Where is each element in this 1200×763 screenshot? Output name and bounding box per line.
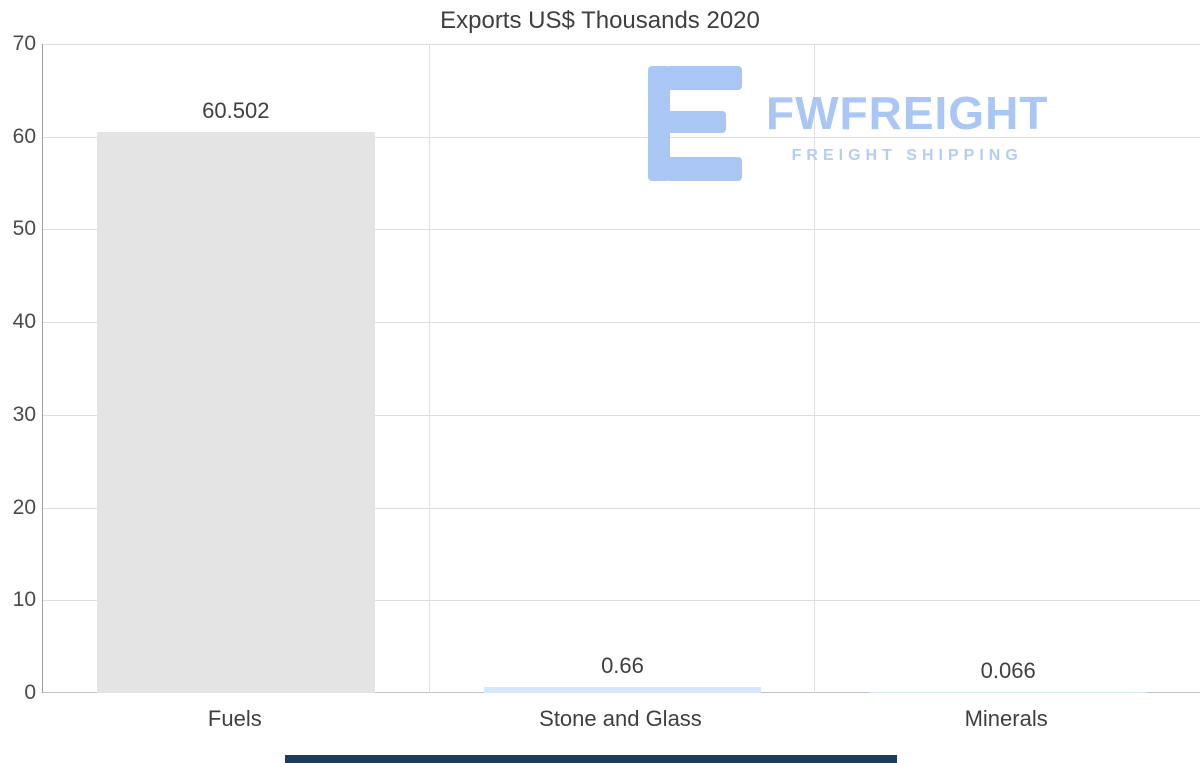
bar-value-label: 60.502: [202, 98, 270, 124]
fwfreight-watermark: FWFREIGHT FREIGHT SHIPPING: [648, 66, 1048, 186]
category-label: Stone and Glass: [539, 706, 702, 731]
brand-block: FWFREIGHT FREIGHT SHIPPING: [766, 87, 1048, 165]
gridline: [43, 414, 1200, 416]
chart-title: Exports US$ Thousands 2020: [440, 7, 760, 34]
category-label: Fuels: [207, 706, 262, 731]
gridline: [43, 322, 1200, 324]
gridline: [43, 229, 1200, 231]
category-column: 0.066: [814, 44, 1200, 693]
bar-value-label: 0.066: [980, 658, 1036, 684]
bar: [96, 132, 375, 693]
fwfreight-logo-icon: [648, 66, 748, 186]
gridline: [43, 136, 1200, 138]
logo-glyph: [648, 66, 742, 181]
brand-tagline: FREIGHT SHIPPING: [791, 147, 1023, 164]
plot-area: 60.502 0.66 0.066: [42, 44, 1200, 693]
category-column: 0.66: [428, 44, 816, 693]
gridline: [43, 44, 1200, 45]
brand-name: FWFREIGHT: [766, 87, 1049, 139]
gridline: [43, 600, 1200, 602]
y-tick-label: 50: [12, 217, 36, 241]
footer-strip: [285, 755, 897, 763]
category-label: Minerals: [964, 706, 1048, 731]
y-tick-label: 70: [12, 32, 36, 55]
bar: [869, 692, 1147, 693]
y-tick-label: 0: [24, 681, 36, 704]
y-tick-label: 10: [12, 588, 36, 612]
bar-value-label: 0.66: [601, 652, 644, 678]
y-tick-label: 20: [12, 495, 36, 519]
y-tick-label: 40: [12, 310, 36, 334]
y-tick-label: 30: [12, 402, 36, 426]
category-column: 60.502: [43, 44, 429, 693]
bar: [483, 686, 762, 693]
y-tick-label: 60: [12, 124, 36, 148]
gridline: [43, 507, 1200, 509]
